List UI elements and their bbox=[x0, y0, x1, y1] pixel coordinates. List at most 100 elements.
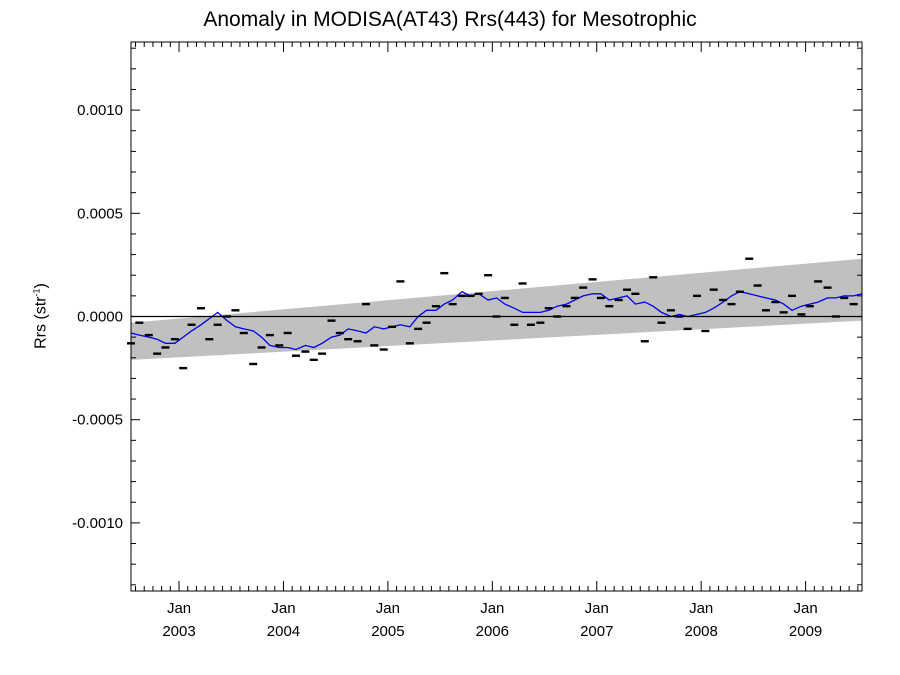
data-point bbox=[544, 307, 553, 310]
data-point bbox=[588, 278, 597, 281]
data-point bbox=[709, 288, 718, 291]
data-point bbox=[693, 294, 702, 298]
data-point bbox=[761, 309, 770, 312]
data-point bbox=[675, 315, 684, 318]
data-point bbox=[640, 340, 649, 343]
y-tick-label: 0.0000 bbox=[77, 309, 123, 326]
data-point bbox=[257, 346, 266, 349]
data-point bbox=[727, 302, 736, 306]
data-point bbox=[422, 321, 431, 324]
data-point bbox=[161, 346, 170, 349]
data-point bbox=[318, 352, 327, 355]
data-point bbox=[414, 327, 423, 331]
x-tick-month-label: Jan bbox=[376, 600, 400, 617]
data-point bbox=[309, 358, 318, 362]
x-tick-month-label: Jan bbox=[480, 600, 504, 617]
data-point bbox=[223, 315, 232, 318]
data-point bbox=[805, 304, 814, 308]
data-point bbox=[579, 286, 588, 289]
data-point bbox=[649, 276, 658, 279]
data-point bbox=[536, 321, 545, 324]
data-point bbox=[683, 327, 692, 331]
data-point bbox=[823, 286, 832, 289]
data-point bbox=[701, 329, 710, 333]
data-point bbox=[526, 323, 535, 326]
x-tick-month-label: Jan bbox=[271, 600, 295, 617]
data-point bbox=[196, 307, 205, 310]
data-point bbox=[388, 325, 397, 329]
x-tick-year-label: 2003 bbox=[162, 623, 195, 640]
data-point bbox=[458, 294, 467, 298]
data-point bbox=[745, 257, 754, 260]
data-point bbox=[492, 315, 501, 318]
data-point bbox=[179, 366, 188, 370]
data-point bbox=[631, 292, 640, 295]
data-point bbox=[170, 338, 179, 341]
data-point bbox=[570, 296, 579, 300]
data-point bbox=[657, 321, 666, 324]
data-point bbox=[753, 284, 762, 287]
x-tick-month-label: Jan bbox=[689, 600, 713, 617]
data-point bbox=[301, 350, 310, 353]
data-point bbox=[614, 298, 623, 302]
data-point bbox=[562, 304, 571, 308]
x-tick-year-label: 2006 bbox=[476, 623, 509, 640]
x-tick-year-label: 2009 bbox=[789, 623, 822, 640]
data-point bbox=[788, 294, 797, 298]
data-point bbox=[553, 315, 562, 318]
data-point bbox=[771, 300, 780, 304]
data-point bbox=[518, 282, 527, 285]
data-point bbox=[213, 323, 222, 326]
data-point bbox=[205, 338, 214, 341]
data-point bbox=[353, 340, 362, 343]
data-point bbox=[605, 304, 614, 308]
data-point bbox=[335, 331, 344, 335]
data-point bbox=[484, 274, 493, 277]
data-point bbox=[187, 323, 196, 326]
data-point bbox=[448, 302, 457, 306]
data-point bbox=[719, 298, 728, 302]
data-point bbox=[239, 331, 248, 335]
x-tick-month-label: Jan bbox=[794, 600, 818, 617]
data-point bbox=[135, 321, 144, 324]
trend-band-layer bbox=[131, 258, 862, 360]
data-point bbox=[431, 304, 440, 308]
data-point bbox=[849, 302, 858, 306]
trend-band bbox=[131, 258, 862, 360]
x-tick-year-label: 2008 bbox=[684, 623, 717, 640]
data-point bbox=[779, 311, 788, 314]
data-point bbox=[327, 319, 336, 322]
data-point bbox=[840, 296, 849, 300]
y-tick-label: -0.0010 bbox=[72, 515, 123, 532]
data-point bbox=[666, 309, 675, 312]
data-point bbox=[396, 280, 405, 283]
data-point bbox=[814, 280, 823, 283]
data-point bbox=[831, 315, 840, 318]
data-point bbox=[265, 333, 274, 337]
axes-layer: 0.0010 0.0005 0.0000 -0.0005 -0.0010 Jan 2003 J… bbox=[72, 41, 863, 640]
y-tick-label: 0.0005 bbox=[77, 205, 123, 222]
data-point bbox=[153, 352, 162, 355]
data-point bbox=[474, 292, 483, 295]
data-point bbox=[231, 309, 240, 312]
data-point bbox=[275, 344, 284, 347]
data-point bbox=[283, 331, 292, 335]
data-point bbox=[291, 354, 300, 357]
data-point bbox=[379, 348, 388, 351]
data-point bbox=[440, 271, 449, 275]
x-tick-year-label: 2005 bbox=[371, 623, 404, 640]
data-point bbox=[466, 294, 475, 298]
chart-title: Anomaly in MODISA(AT43) Rrs(443) for Mes… bbox=[203, 8, 697, 31]
data-point bbox=[500, 296, 509, 300]
data-point bbox=[510, 323, 519, 326]
x-tick-year-label: 2007 bbox=[580, 623, 613, 640]
y-tick-label: 0.0010 bbox=[77, 102, 123, 119]
data-point bbox=[405, 342, 414, 345]
data-point bbox=[596, 296, 605, 300]
data-point bbox=[797, 313, 806, 316]
data-point bbox=[344, 338, 353, 341]
data-point bbox=[144, 333, 153, 337]
anomaly-points-layer bbox=[127, 257, 858, 370]
data-point bbox=[370, 344, 379, 347]
